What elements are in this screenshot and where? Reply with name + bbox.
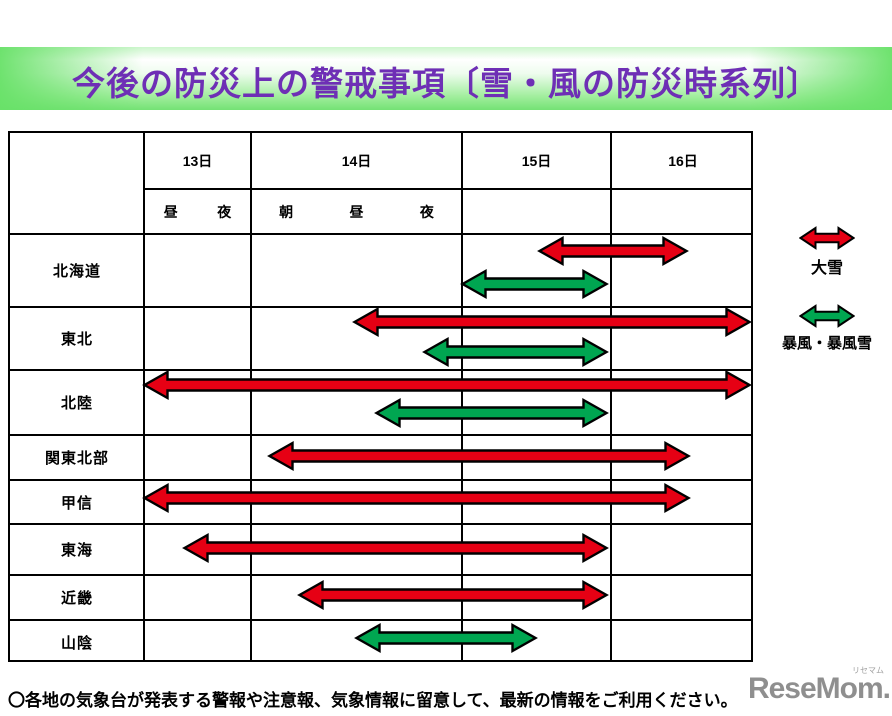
grid-line-horizontal xyxy=(10,479,751,481)
sub-header-row: 朝昼夜 xyxy=(251,189,462,234)
sub-header-label: 夜 xyxy=(217,203,232,220)
sub-header-label: 夜 xyxy=(419,203,434,220)
region-label: 甲信 xyxy=(60,494,93,512)
legend-item-heavy-snow: 大雪 xyxy=(765,226,889,278)
resemom-watermark: リセマム ReseMom. xyxy=(747,667,891,705)
storm-blizzard-arrow-icon xyxy=(798,304,856,328)
grid-line-horizontal xyxy=(10,434,751,436)
region-label: 北海道 xyxy=(52,263,101,280)
grid-line-horizontal xyxy=(10,523,751,525)
region-label: 東北 xyxy=(60,331,93,348)
title-banner: 今後の防災上の警戒事項〔雪・風の防災時系列〕 xyxy=(0,47,892,110)
legend-item-storm: 暴風・暴風雪 xyxy=(765,304,889,353)
day-header: 13日 xyxy=(182,153,213,169)
grid-line-horizontal xyxy=(10,233,751,235)
watermark-text: ReseMom. xyxy=(747,672,891,705)
legend: 大雪 暴風・暴風雪 xyxy=(765,226,889,379)
sub-header-label: 朝 xyxy=(279,203,294,220)
legend-label-heavy-snow: 大雪 xyxy=(810,260,843,277)
day-header: 16日 xyxy=(668,153,698,169)
day-header: 15日 xyxy=(521,153,552,169)
grid-line-horizontal xyxy=(143,188,751,190)
sub-header-row: 昼夜 xyxy=(144,189,251,234)
watermark-ruby: リセマム xyxy=(852,666,884,675)
page-title: 今後の防災上の警戒事項〔雪・風の防災時系列〕 xyxy=(72,65,820,102)
region-label: 関東北部 xyxy=(44,450,109,467)
region-label: 近畿 xyxy=(60,590,93,607)
grid-line-horizontal xyxy=(10,574,751,576)
sub-header-label: 昼 xyxy=(163,203,178,220)
sub-header-label: 昼 xyxy=(349,203,364,220)
day-header: 14日 xyxy=(341,153,372,169)
heavy-snow-arrow-icon xyxy=(798,226,856,250)
region-label: 北陸 xyxy=(60,395,93,412)
footer-note: 〇各地の気象台が発表する警報や注意報、気象情報に留意して、最新の情報をご利用くだ… xyxy=(8,691,738,710)
grid-line-vertical xyxy=(610,133,612,660)
timeline-table: 13日 14日 15日 16日昼夜朝昼夜北海道 東北 北陸 関東北部 甲信 東海 近畿 山陰 xyxy=(8,131,753,662)
legend-label-storm: 暴風・暴風雪 xyxy=(781,335,872,352)
region-label: 山陰 xyxy=(60,634,93,652)
grid-line-horizontal xyxy=(10,619,751,621)
region-label: 東海 xyxy=(60,542,93,559)
